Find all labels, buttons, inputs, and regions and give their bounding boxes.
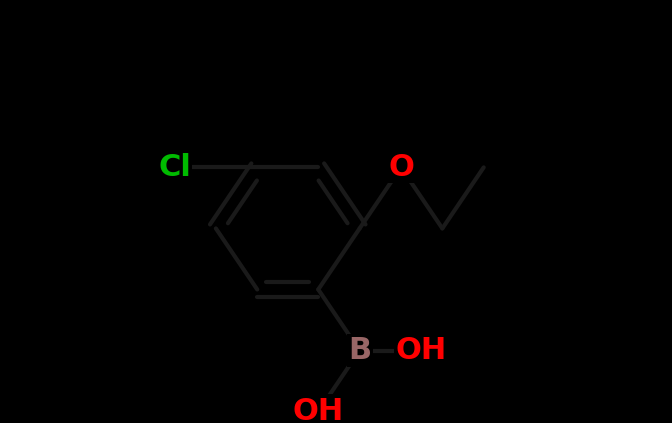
Text: OH: OH <box>292 397 344 423</box>
Text: B: B <box>348 336 371 365</box>
Text: Cl: Cl <box>158 153 191 182</box>
Text: OH: OH <box>395 336 446 365</box>
Text: O: O <box>388 153 414 182</box>
